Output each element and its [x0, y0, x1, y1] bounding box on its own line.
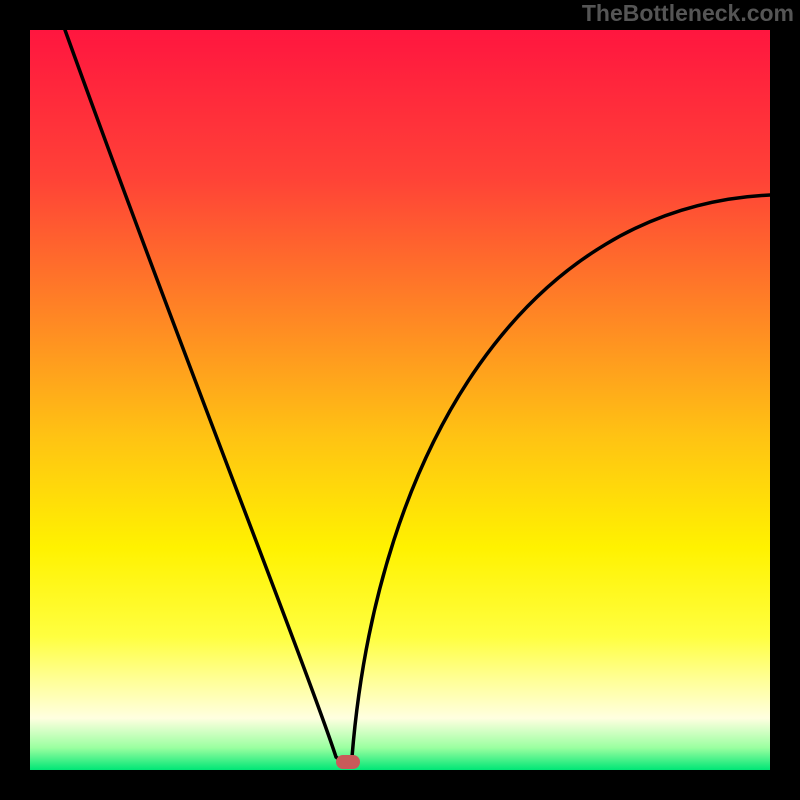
chart-root: TheBottleneck.com: [0, 0, 800, 800]
plot-background-gradient: [30, 30, 770, 770]
watermark-text: TheBottleneck.com: [582, 0, 794, 27]
optimal-point-marker: [336, 755, 360, 769]
bottleneck-chart-svg: [0, 0, 800, 800]
